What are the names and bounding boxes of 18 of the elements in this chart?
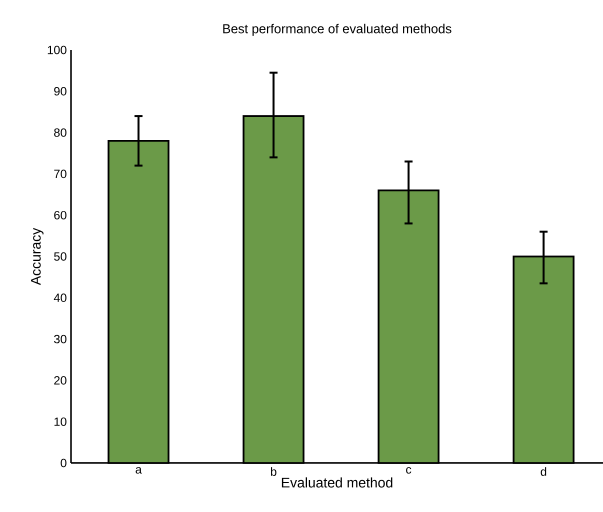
y-tick-label: 30 bbox=[54, 334, 66, 344]
y-tick-label: 40 bbox=[54, 294, 66, 302]
y-tick-label: 50 bbox=[54, 252, 66, 261]
y-tick-label: 80 bbox=[54, 128, 66, 137]
y-axis-title: Accuracy bbox=[31, 228, 44, 286]
x-tick-label: b bbox=[270, 467, 276, 476]
x-tick-label: a bbox=[136, 467, 142, 474]
y-tick-label: 70 bbox=[54, 170, 66, 178]
y-tick-label: 10 bbox=[54, 417, 66, 426]
y-tick-label: 100 bbox=[48, 46, 66, 54]
x-tick-label: d bbox=[540, 467, 546, 476]
y-tick-label: 60 bbox=[54, 210, 66, 220]
chart-title: Best performance of evaluated methods bbox=[223, 24, 452, 36]
x-axis-title: Evaluated method bbox=[282, 477, 392, 488]
x-tick-label: c bbox=[406, 467, 412, 474]
y-tick-label: 0 bbox=[60, 458, 66, 468]
y-tick-label: 90 bbox=[54, 87, 66, 96]
y-tick-label: 20 bbox=[54, 376, 66, 385]
